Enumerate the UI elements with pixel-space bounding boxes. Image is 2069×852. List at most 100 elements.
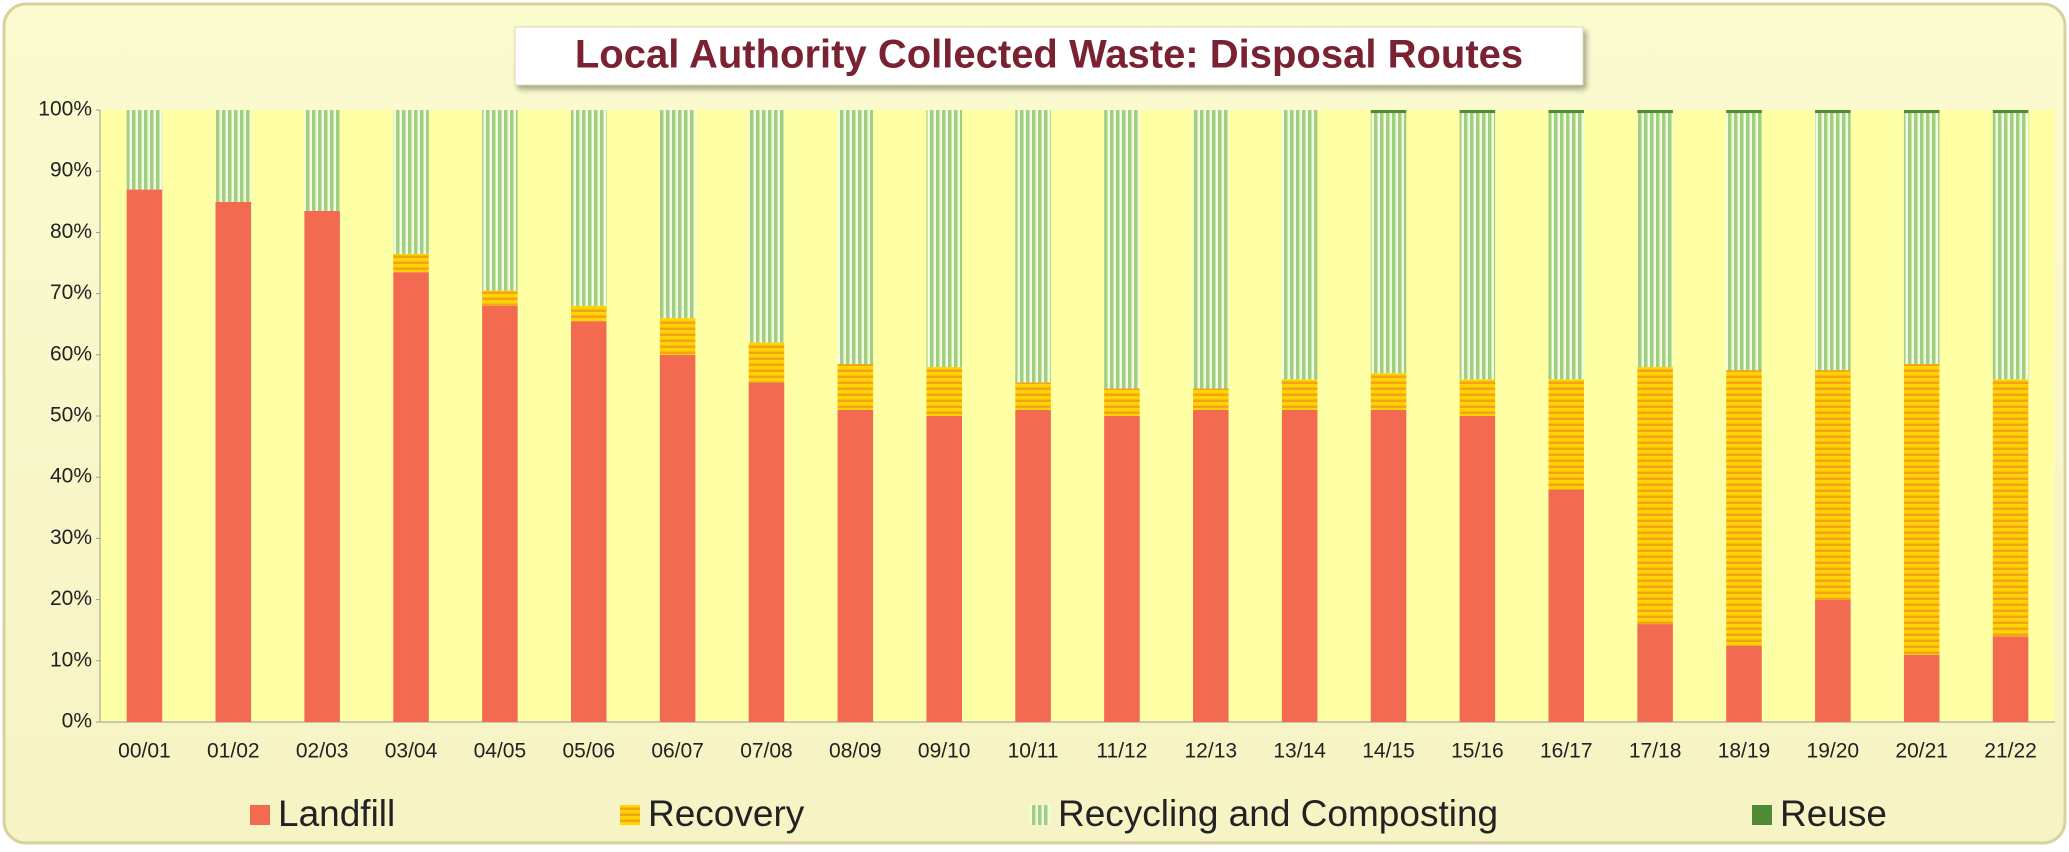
x-tick-label: 09/10: [918, 740, 971, 763]
bar-segment: [748, 342, 785, 383]
bar-segment: [1193, 388, 1229, 410]
y-tick-label: 10%: [50, 648, 92, 671]
x-tick-label: 11/12: [1096, 740, 1147, 763]
bar-segment: [1370, 409, 1407, 722]
x-tick-label: 21/22: [1984, 740, 2037, 763]
bar-segment: [1726, 110, 1762, 114]
bar-segment: [570, 321, 607, 722]
bar-segment: [1193, 110, 1229, 389]
x-tick-label: 10/11: [1008, 740, 1059, 763]
bar-segment: [215, 201, 252, 723]
bar-segment: [1726, 113, 1762, 371]
bar-segment: [393, 272, 429, 722]
bar-segment: [1815, 110, 1851, 114]
bar-segment: [1637, 113, 1673, 368]
bar-segment: [748, 110, 785, 343]
bar-segment: [1015, 409, 1051, 722]
bar-segment: [1815, 599, 1851, 722]
bar-segment: [393, 253, 429, 273]
title-box: [514, 26, 1584, 86]
bar-segment: [926, 110, 962, 368]
legend-label: Landfill: [278, 793, 395, 834]
bar-segment: [1903, 113, 1940, 364]
bar-segment: [1370, 110, 1407, 114]
bar-segment: [1903, 654, 1940, 722]
bar-segment: [570, 305, 607, 322]
bar-segment: [1637, 624, 1673, 722]
y-tick-label: 70%: [50, 281, 92, 304]
bar-segment: [1370, 373, 1407, 410]
legend-swatch: [1030, 805, 1050, 825]
x-tick-label: 15/16: [1451, 740, 1504, 763]
y-tick-label: 50%: [50, 404, 92, 427]
y-tick-label: 20%: [50, 587, 92, 610]
bar-segment: [482, 290, 518, 306]
x-tick-label: 04/05: [474, 740, 527, 763]
bar-segment: [1281, 110, 1318, 380]
y-tick-label: 100%: [38, 98, 92, 121]
x-tick-label: 02/03: [296, 740, 349, 763]
x-tick-label: 18/19: [1718, 740, 1771, 763]
bar-segment: [1637, 110, 1673, 114]
y-tick-label: 60%: [50, 342, 92, 365]
bar-segment: [926, 367, 962, 416]
x-tick-label: 08/09: [829, 740, 882, 763]
x-tick-label: 16/17: [1540, 740, 1593, 763]
bar-segment: [1903, 110, 1940, 114]
bar-segment: [215, 110, 252, 202]
x-tick-label: 17/18: [1629, 740, 1682, 763]
bar-segment: [1370, 113, 1407, 374]
bar-segment: [1637, 367, 1673, 625]
bar-segment: [926, 416, 962, 722]
bar-segment: [1281, 409, 1318, 722]
bar-segment: [659, 354, 696, 722]
bar-segment: [570, 110, 607, 306]
x-tick-label: 05/06: [562, 740, 615, 763]
bar-segment: [837, 409, 874, 722]
bar-segment: [393, 110, 429, 254]
legend-label: Recycling and Composting: [1058, 793, 1498, 834]
bar-segment: [659, 110, 696, 319]
chart-title: Local Authority Collected Waste: Disposa…: [575, 33, 1523, 77]
bar-segment: [1992, 379, 2029, 637]
bar-segment: [1548, 110, 1585, 114]
bar-segment: [1992, 636, 2029, 722]
x-tick-label: 19/20: [1807, 740, 1860, 763]
x-tick-label: 03/04: [385, 740, 438, 763]
bar-segment: [1548, 489, 1585, 722]
bar-segment: [126, 110, 163, 190]
bar-segment: [1726, 370, 1762, 646]
bar-segment: [1015, 110, 1051, 383]
legend-swatch: [1752, 805, 1772, 825]
bar-segment: [837, 363, 874, 410]
legend-label: Reuse: [1780, 793, 1887, 834]
y-tick-label: 40%: [50, 465, 92, 488]
bar-segment: [1459, 416, 1496, 722]
bar-segment: [1903, 363, 1940, 655]
legend-label: Recovery: [648, 793, 805, 834]
y-tick-label: 80%: [50, 220, 92, 243]
bar-segment: [304, 210, 340, 723]
bar-segment: [1104, 110, 1140, 389]
y-tick-label: 30%: [50, 526, 92, 549]
bar-segment: [1548, 113, 1585, 380]
bar-segment: [1726, 645, 1762, 722]
x-tick-label: 07/08: [740, 740, 793, 763]
bar-segment: [1104, 416, 1140, 722]
bar-segment: [1459, 379, 1496, 416]
x-tick-label: 01/02: [207, 740, 260, 763]
x-tick-label: 00/01: [118, 740, 171, 763]
bar-segment: [1459, 113, 1496, 380]
bar-segment: [482, 110, 518, 291]
bar-segment: [748, 382, 785, 722]
x-tick-label: 14/15: [1362, 740, 1415, 763]
bar-segment: [126, 189, 163, 722]
bar-segment: [1815, 113, 1851, 371]
bar-segment: [1459, 110, 1496, 114]
bar-segment: [1992, 113, 2029, 380]
bar-segment: [1281, 379, 1318, 410]
x-tick-label: 12/13: [1185, 740, 1238, 763]
x-tick-label: 20/21: [1895, 740, 1948, 763]
